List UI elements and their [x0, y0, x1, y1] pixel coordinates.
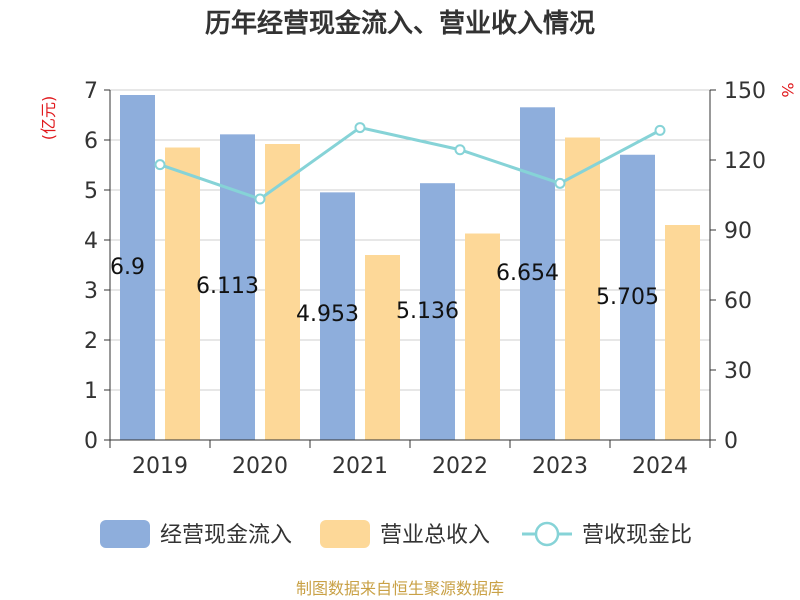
y-right-tick-label: 60: [724, 289, 752, 314]
line-point: [354, 122, 366, 134]
x-tick-label: 2024: [632, 454, 688, 479]
bar-cash-inflow: [320, 192, 355, 440]
bar-cash-inflow: [620, 154, 655, 440]
y-left-tick-label: 2: [84, 329, 98, 354]
bar-cash-inflow: [420, 183, 455, 440]
x-tick-label: 2019: [132, 454, 188, 479]
bar-revenue: [465, 233, 500, 440]
y-left-tick-label: 1: [84, 379, 98, 404]
legend-swatch: [100, 520, 150, 548]
bar-revenue: [565, 137, 600, 440]
y-left-tick-label: 0: [84, 429, 98, 454]
y-right-tick-label: 120: [724, 149, 766, 174]
bar-revenue: [265, 144, 300, 440]
legend-label: 经营现金流入: [160, 523, 292, 548]
data-label: 5.136: [396, 299, 459, 324]
data-label: 6.654: [496, 261, 559, 286]
line-point: [554, 177, 566, 189]
y-right-tick-label: 0: [724, 429, 738, 454]
y-right-tick-label: 30: [724, 359, 752, 384]
source-note: 制图数据来自恒生聚源数据库: [296, 579, 504, 598]
legend-label: 营业总收入: [380, 523, 490, 548]
bar-cash-inflow: [120, 95, 155, 440]
y-left-tick-label: 7: [84, 79, 98, 104]
data-label: 4.953: [296, 302, 359, 327]
x-tick-label: 2021: [332, 454, 388, 479]
data-label: 6.113: [196, 274, 259, 299]
line-point: [154, 159, 166, 171]
y-left-tick-label: 6: [84, 129, 98, 154]
y-left-tick-label: 3: [84, 279, 98, 304]
y-right-tick-label: 90: [724, 219, 752, 244]
line-series-ratio: [159, 125, 661, 201]
line-point: [254, 193, 266, 205]
bar-revenue: [365, 255, 400, 440]
bar-revenue: [165, 147, 200, 440]
data-label: 6.9: [110, 255, 145, 280]
y-left-axis-label: (亿元): [39, 96, 58, 141]
x-tick-label: 2023: [532, 454, 588, 479]
line-point: [454, 144, 466, 156]
bar-cash-inflow: [220, 134, 255, 440]
legend-label: 营收现金比: [582, 523, 692, 548]
y-right-axis-label: %: [778, 82, 797, 97]
chart-title: 历年经营现金流入、营业收入情况: [205, 8, 595, 39]
legend-swatch: [320, 520, 370, 548]
data-label: 5.705: [596, 285, 659, 310]
legend-marker: [534, 521, 560, 547]
x-tick-label: 2020: [232, 454, 288, 479]
x-tick-label: 2022: [432, 454, 488, 479]
y-right-tick-label: 150: [724, 79, 766, 104]
line-point: [654, 124, 666, 136]
y-left-tick-label: 4: [84, 229, 98, 254]
y-left-tick-label: 5: [84, 179, 98, 204]
bar-revenue: [665, 225, 700, 440]
bar-cash-inflow: [520, 107, 555, 441]
